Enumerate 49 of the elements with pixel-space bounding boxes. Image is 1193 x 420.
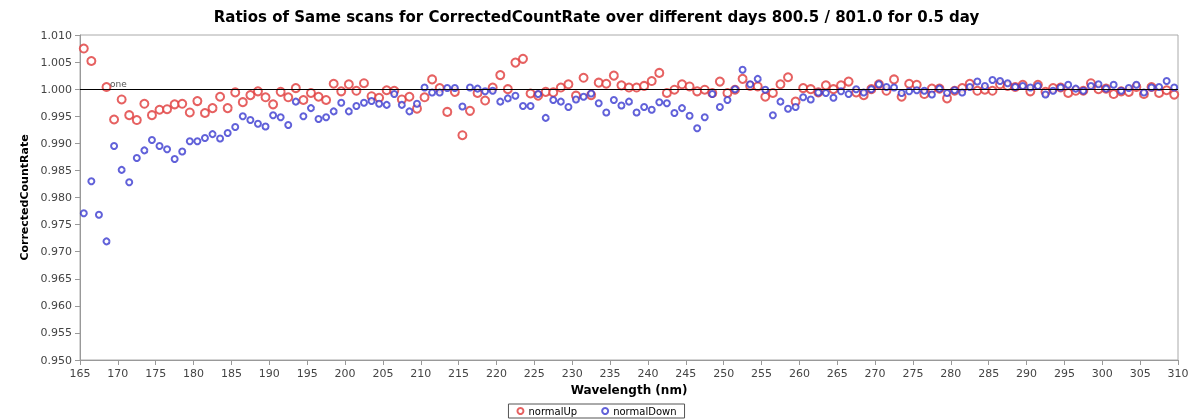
x-tick-label: 205 [372, 367, 394, 380]
y-tick-label: 0.965 [40, 272, 72, 286]
x-tick-label: 295 [1053, 367, 1075, 380]
x-tick-label: 280 [940, 367, 962, 380]
x-tick-label: 180 [183, 367, 205, 380]
x-tick-label: 240 [637, 367, 659, 380]
x-tick-label: 170 [107, 367, 129, 380]
y-tick-label: 0.960 [40, 299, 72, 313]
x-tick-label: 275 [902, 367, 924, 380]
y-tick-label: 1.000 [40, 82, 72, 96]
x-tick-label: 200 [334, 367, 356, 380]
y-tick-label: 0.955 [40, 326, 72, 340]
chart-title: Ratios of Same scans for CorrectedCountRate over different days 800.5 / 801.0 for 0.5 day [213, 7, 980, 26]
y-tick-label: 0.990 [40, 136, 72, 150]
x-tick-label: 225 [523, 367, 545, 380]
x-tick-label: 300 [1091, 367, 1113, 380]
x-axis-title: Wavelength (nm) [570, 382, 688, 397]
x-tick-label: 220 [485, 367, 507, 380]
x-tick-label: 210 [410, 367, 432, 380]
x-tick-label: 255 [751, 367, 773, 380]
x-tick-label: 305 [1129, 367, 1151, 380]
x-tick-label: 215 [448, 367, 470, 380]
y-tick-label: 0.970 [40, 245, 72, 259]
y-tick-label: 0.985 [40, 163, 72, 177]
x-tick-label: 245 [675, 367, 697, 380]
y-tick-label: 0.950 [40, 353, 72, 367]
x-tick-label: 285 [978, 367, 1000, 380]
x-tick-label: 235 [599, 367, 621, 380]
y-tick-label: 0.995 [40, 109, 72, 123]
x-tick-label: 260 [788, 367, 810, 380]
ref-line-label: one [110, 78, 128, 89]
y-tick-label: 0.975 [40, 218, 72, 232]
y-axis-title: CorrectedCountRate [17, 134, 31, 261]
x-tick-label: 195 [296, 367, 318, 380]
x-tick-label: 230 [561, 367, 583, 380]
x-tick-label: 165 [69, 367, 91, 380]
x-tick-label: 270 [864, 367, 886, 380]
x-tick-label: 190 [258, 367, 280, 380]
y-tick-label: 0.980 [40, 191, 72, 204]
legend-label: normalUp [528, 405, 578, 417]
legend-label: normalDown [613, 405, 677, 417]
x-tick-label: 250 [713, 367, 735, 380]
x-tick-label: 265 [826, 367, 848, 380]
x-tick-label: 290 [1016, 367, 1038, 380]
y-tick-label: 1.005 [40, 55, 72, 69]
x-tick-label: 310 [1167, 367, 1189, 380]
x-tick-label: 185 [220, 367, 242, 380]
x-tick-label: 175 [145, 367, 167, 380]
y-tick-label: 1.010 [40, 28, 72, 42]
